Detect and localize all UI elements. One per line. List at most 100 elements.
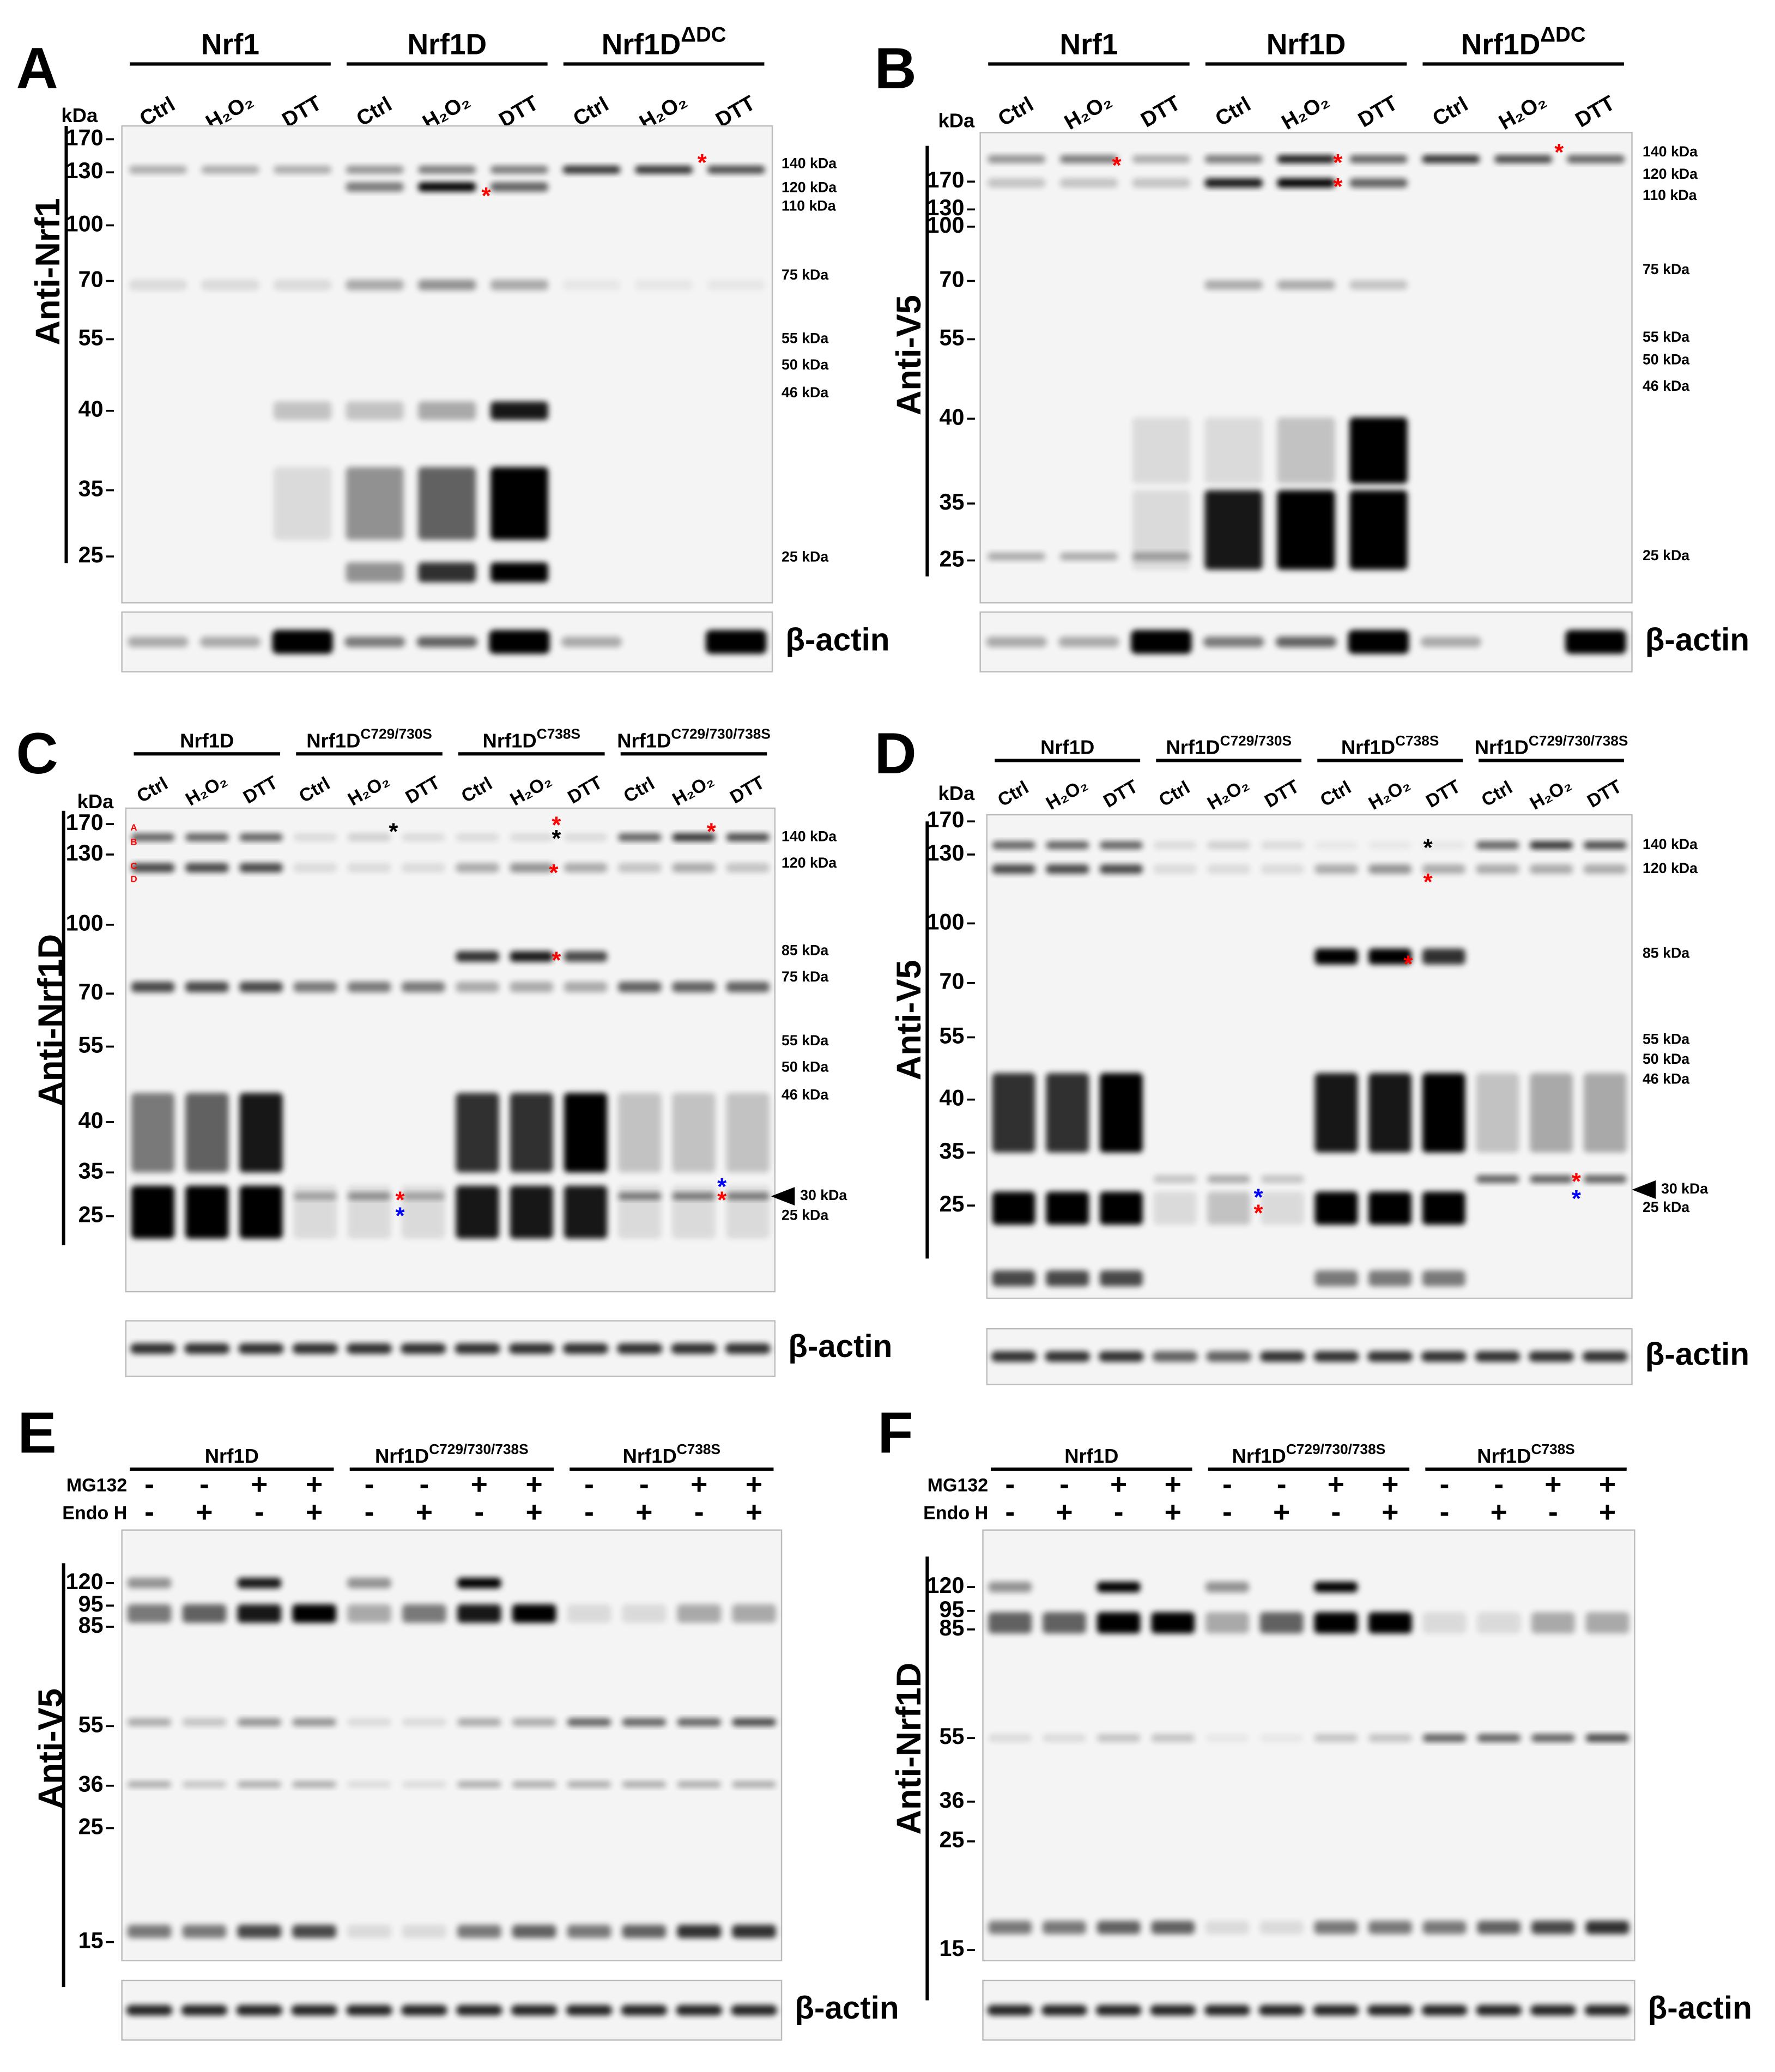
marker-label: 70 [940,969,965,994]
marker-label: 70 [78,979,104,1004]
actin-blot [982,1979,1635,2041]
actin-band [272,630,333,654]
band [347,1185,391,1239]
group-name: Nrf1D [623,1445,677,1467]
band [1422,155,1480,163]
sign: + [471,1469,488,1501]
band [346,166,404,174]
band [567,1718,611,1726]
band [1151,1734,1195,1742]
size-label: 75 kDa [782,968,829,985]
band [1494,155,1553,163]
band [1205,1734,1249,1742]
band [1153,841,1197,850]
group-label: Nrf1DC729/730/738S [1475,732,1628,758]
band [131,833,175,841]
actin-band [1584,2004,1631,2016]
antibody-label: Anti-V5 [32,1688,70,1809]
loading-label: β-actin [788,1329,892,1364]
actin-band [489,630,550,654]
band [402,982,445,992]
band [732,1718,776,1726]
actin-band [1275,637,1337,647]
sign: - [144,1497,154,1529]
marker-label: 55 [940,325,965,350]
actin-band [344,637,405,647]
size-label: 120 kDa [782,179,837,195]
band [510,1093,553,1173]
group-name: Nrf1D [1341,736,1395,758]
actin-band [1475,1351,1520,1362]
group-name: Nrf1D [180,729,234,752]
band [346,182,404,192]
band [726,982,770,992]
band [347,982,391,992]
marker-label: 55 [78,1712,104,1737]
band [1531,1920,1575,1934]
sign: + [196,1497,213,1529]
actin-band [1058,637,1119,647]
group-superscript: C738S [1531,1441,1575,1457]
band [347,1781,391,1788]
sign: - [584,1469,594,1501]
band [490,401,548,420]
kda-label: kDa [61,104,98,126]
actin-band [1348,630,1409,654]
actin-band [562,1343,609,1354]
band [346,280,404,290]
band [1207,841,1251,850]
band [1132,552,1190,561]
group-name: Nrf1D [408,28,487,60]
group-label: Nrf1DC729/730/738S [617,726,771,752]
band [201,166,259,174]
group-label: Nrf1 [201,28,259,60]
size-label: 140 kDa [782,828,837,844]
band [1585,1734,1629,1742]
band [567,1924,611,1938]
band [564,1185,608,1239]
marker-label: 25 [78,542,104,567]
band [1476,1175,1519,1183]
band [1531,1612,1575,1634]
sign: - [419,1469,429,1501]
band [1349,280,1408,290]
annotation: * [717,1173,726,1200]
loading-label: β-actin [1648,1990,1752,2026]
sign: - [255,1497,264,1529]
sign: - [584,1497,594,1529]
panel-letter: E [17,1400,56,1465]
band [618,1185,662,1239]
group-superscript: C729/730S [360,726,432,742]
marker-label: 25 [940,1827,965,1852]
sign: + [306,1469,323,1501]
band [1314,1270,1358,1287]
band [457,1718,501,1726]
band [127,1604,172,1623]
group-name: Nrf1D [205,1445,259,1467]
annotation: * [396,1186,405,1213]
band [402,833,445,841]
size-label: 55 kDa [782,1032,829,1049]
group-superscript: C738S [537,726,580,742]
actin-band [1367,1351,1413,1362]
actin-band [1565,630,1626,654]
band [274,401,332,420]
band [1207,864,1251,874]
band [1277,178,1335,188]
sign: - [1331,1497,1341,1529]
band [129,280,187,290]
sign: - [1059,1469,1069,1501]
sign: + [635,1497,652,1529]
marker-label: 36 [78,1772,104,1797]
annotation: * [552,812,561,839]
band [1153,1175,1197,1183]
band [1422,1073,1465,1153]
group-name: Nrf1D [483,729,537,752]
band [347,833,391,841]
band [622,1718,667,1726]
loading-label: β-actin [785,622,889,657]
actin-band [346,2004,392,2016]
band [418,280,476,290]
actin-band [561,637,622,647]
annotation: D [130,874,137,884]
